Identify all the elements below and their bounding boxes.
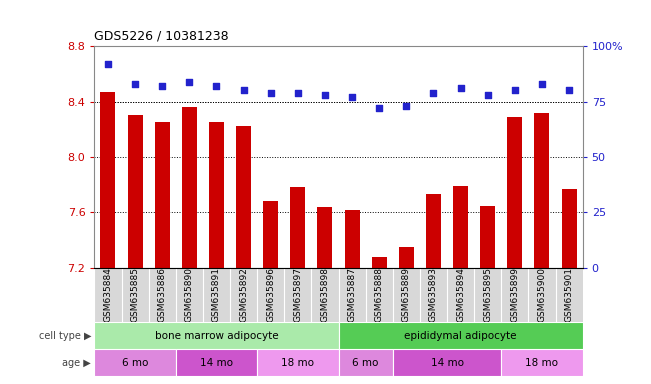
Bar: [318, 207, 333, 268]
Point: [536, 81, 547, 87]
Text: GSM635888: GSM635888: [375, 268, 383, 323]
Bar: [562, 189, 577, 268]
Bar: [209, 122, 224, 268]
Bar: [100, 92, 115, 268]
Text: GSM635896: GSM635896: [266, 268, 275, 323]
Text: GSM635894: GSM635894: [456, 268, 465, 323]
Bar: [128, 116, 143, 268]
Text: 6 mo: 6 mo: [122, 358, 148, 368]
Point: [130, 81, 140, 87]
Text: GSM635901: GSM635901: [564, 268, 574, 323]
Bar: [453, 186, 468, 268]
Point: [428, 89, 439, 96]
Text: GDS5226 / 10381238: GDS5226 / 10381238: [94, 29, 229, 42]
Text: GSM635899: GSM635899: [510, 268, 519, 323]
Bar: [534, 113, 549, 268]
Point: [510, 88, 520, 94]
Bar: [399, 247, 414, 268]
Bar: [507, 117, 522, 268]
Bar: [236, 126, 251, 268]
Text: 18 mo: 18 mo: [525, 358, 559, 368]
Bar: [339, 322, 583, 349]
Text: GSM635895: GSM635895: [483, 268, 492, 323]
Point: [266, 89, 276, 96]
Bar: [263, 201, 278, 268]
Text: 14 mo: 14 mo: [430, 358, 464, 368]
Bar: [94, 322, 339, 349]
Bar: [393, 349, 501, 376]
Bar: [176, 349, 257, 376]
Text: GSM635892: GSM635892: [239, 268, 248, 323]
Point: [401, 103, 411, 109]
Bar: [372, 257, 387, 268]
Point: [238, 88, 249, 94]
Text: bone marrow adipocyte: bone marrow adipocyte: [155, 331, 278, 341]
Text: 6 mo: 6 mo: [352, 358, 379, 368]
Text: GSM635898: GSM635898: [320, 268, 329, 323]
Text: GSM635891: GSM635891: [212, 268, 221, 323]
Point: [103, 61, 113, 67]
Text: GSM635885: GSM635885: [131, 268, 139, 323]
Bar: [182, 107, 197, 268]
Text: GSM635900: GSM635900: [538, 268, 546, 323]
Point: [347, 94, 357, 100]
Bar: [339, 349, 393, 376]
Point: [564, 88, 574, 94]
Point: [320, 92, 330, 98]
Point: [292, 89, 303, 96]
Text: age ▶: age ▶: [62, 358, 91, 368]
Point: [482, 92, 493, 98]
Text: 14 mo: 14 mo: [200, 358, 233, 368]
Text: epididymal adipocyte: epididymal adipocyte: [404, 331, 517, 341]
Bar: [426, 194, 441, 268]
Bar: [155, 122, 170, 268]
Text: GSM635884: GSM635884: [104, 268, 113, 323]
Text: 18 mo: 18 mo: [281, 358, 314, 368]
Bar: [501, 349, 583, 376]
Bar: [94, 349, 176, 376]
Point: [157, 83, 167, 89]
Bar: [290, 187, 305, 268]
Text: GSM635897: GSM635897: [294, 268, 302, 323]
Bar: [480, 205, 495, 268]
Text: cell type ▶: cell type ▶: [38, 331, 91, 341]
Text: GSM635893: GSM635893: [429, 268, 438, 323]
Bar: [344, 210, 359, 268]
Point: [374, 105, 384, 111]
Text: GSM635886: GSM635886: [158, 268, 167, 323]
Text: GSM635890: GSM635890: [185, 268, 194, 323]
Point: [211, 83, 221, 89]
Bar: [257, 349, 339, 376]
Text: GSM635889: GSM635889: [402, 268, 411, 323]
Point: [184, 78, 195, 84]
Point: [456, 85, 466, 91]
Text: GSM635887: GSM635887: [348, 268, 357, 323]
